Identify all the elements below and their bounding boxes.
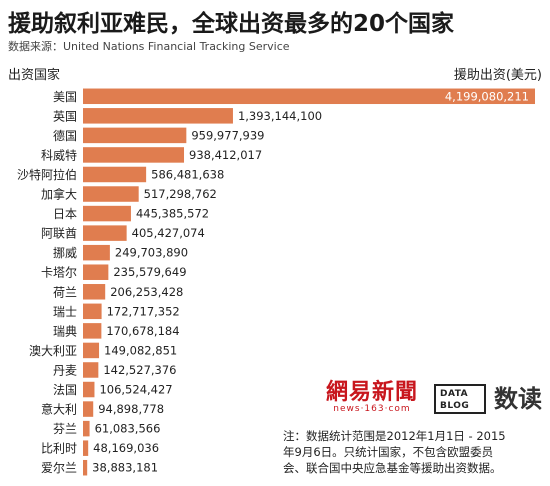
bar <box>83 147 185 163</box>
value-label: 445,385,572 <box>136 207 209 221</box>
value-label: 959,977,939 <box>191 128 264 142</box>
footnote-line2: 年9月6日。只统计国家，不包含欧盟委员 <box>283 445 494 459</box>
datablog-cn: 数读 <box>494 385 542 413</box>
datablog-line1: DATA <box>440 389 469 399</box>
data-source: 数据来源：United Nations Financial Tracking S… <box>8 40 290 53</box>
datablog-logo: DATA BLOG 数读 <box>434 382 542 416</box>
x-axis-header: 援助出资(美元) <box>453 68 542 83</box>
value-label: 4,199,080,211 <box>445 89 529 103</box>
category-label: 芬兰 <box>53 422 77 436</box>
category-label: 科威特 <box>41 147 77 162</box>
value-label: 249,703,890 <box>115 246 188 260</box>
category-label: 卡塔尔 <box>41 265 77 280</box>
value-label: 517,298,762 <box>144 187 217 201</box>
value-label: 235,579,649 <box>113 265 186 279</box>
bar <box>83 225 127 241</box>
value-label: 149,082,851 <box>104 343 177 357</box>
bar <box>83 440 89 456</box>
value-label: 48,169,036 <box>93 441 159 455</box>
bar <box>83 303 102 320</box>
category-label: 荷兰 <box>53 285 77 299</box>
y-axis-header: 出资国家 <box>8 68 61 83</box>
chart-title: 援助叙利亚难民，全球出资最多的20个国家 <box>8 11 455 37</box>
value-label: 170,678,184 <box>106 324 179 338</box>
bar <box>83 362 99 378</box>
value-label: 106,524,427 <box>99 383 172 397</box>
category-label: 英国 <box>53 109 77 123</box>
category-label: 瑞典 <box>53 324 77 338</box>
value-label: 405,427,074 <box>132 226 205 240</box>
value-label: 38,883,181 <box>92 461 158 475</box>
category-label: 澳大利亚 <box>29 344 77 358</box>
value-label: 142,527,376 <box>103 363 176 377</box>
bar <box>83 459 88 476</box>
value-label: 61,083,566 <box>95 422 161 436</box>
bar <box>83 166 147 183</box>
value-label: 206,253,428 <box>110 285 183 299</box>
category-label: 丹麦 <box>53 363 77 377</box>
bar <box>83 284 106 300</box>
value-label: 1,393,144,100 <box>238 109 322 123</box>
category-label: 德国 <box>53 128 77 143</box>
bar <box>83 88 535 105</box>
category-label: 挪威 <box>53 246 77 260</box>
netease-logo-en: news·163·com <box>333 404 411 414</box>
bar <box>83 186 139 202</box>
bar <box>83 401 94 417</box>
footnote: 注：数据统计范围是2012年1月1日 - 2015 年9月6日。只统计国家，不包… <box>283 428 545 476</box>
bar <box>83 342 100 359</box>
category-label: 美国 <box>53 90 77 104</box>
bar <box>83 420 90 437</box>
bar <box>83 108 233 124</box>
value-label: 172,717,352 <box>107 304 180 318</box>
category-label: 日本 <box>53 207 77 221</box>
category-label: 比利时 <box>41 442 77 456</box>
bar <box>83 244 110 261</box>
footnote-line3: 会、联合国中央应急基金等援助出资数据。 <box>283 461 502 475</box>
bar <box>83 127 187 144</box>
category-label: 沙特阿拉伯 <box>17 167 77 182</box>
bar <box>83 264 109 280</box>
datablog-box: DATA BLOG <box>434 384 486 414</box>
value-label: 586,481,638 <box>151 167 224 181</box>
bar <box>83 205 131 222</box>
logos: 網易新聞 news·163·com DATA BLOG 数读 <box>322 380 544 420</box>
netease-news-logo: 網易新聞 news·163·com <box>322 380 422 416</box>
bar <box>83 323 102 339</box>
netease-logo-cn: 網易新聞 <box>325 379 418 405</box>
bar <box>83 381 95 398</box>
category-label: 阿联酋 <box>41 226 77 241</box>
category-label: 法国 <box>53 383 77 397</box>
value-label: 938,412,017 <box>189 148 262 162</box>
datablog-line2: BLOG <box>440 401 470 411</box>
category-label: 瑞士 <box>53 305 77 319</box>
footnote-line1: 注：数据统计范围是2012年1月1日 - 2015 <box>283 429 506 443</box>
category-label: 加拿大 <box>41 187 77 202</box>
category-label: 爱尔兰 <box>41 460 77 475</box>
value-label: 94,898,778 <box>98 402 164 416</box>
category-label: 意大利 <box>41 402 77 417</box>
